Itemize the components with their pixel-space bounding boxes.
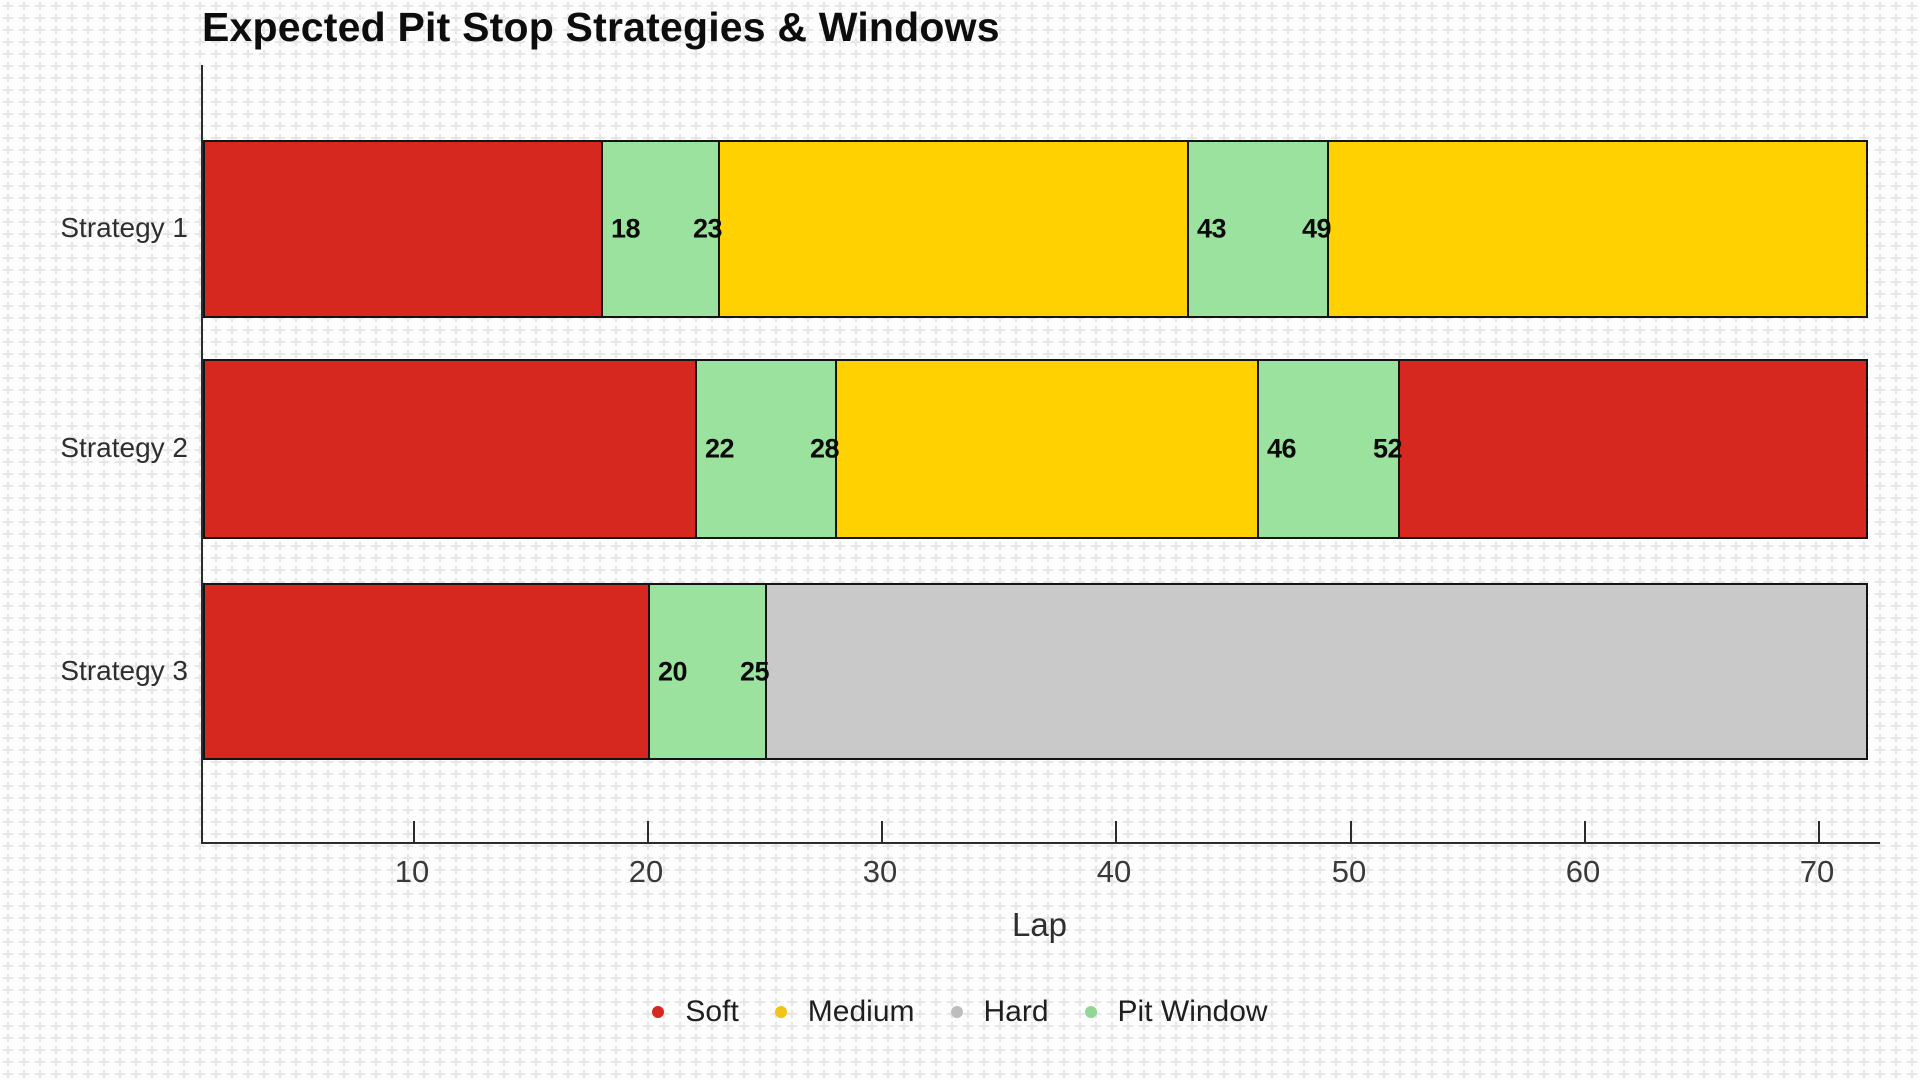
legend-label: Pit Window: [1117, 995, 1268, 1028]
bar-segment-pit-window: [1187, 140, 1329, 318]
pit-window-end-label: 52: [1372, 433, 1403, 464]
strategy-bar-row: 18 23 43 49: [203, 140, 1880, 318]
bar-segment-soft: [203, 583, 650, 760]
legend-dot-icon: [950, 1006, 963, 1018]
bar-segment-soft: [1398, 359, 1868, 539]
chart-title: Expected Pit Stop Strategies & Windows: [202, 4, 1000, 50]
x-tick-mark: [1584, 821, 1586, 842]
pit-window-start-label: 18: [611, 213, 641, 244]
y-axis-label: Strategy 2: [60, 432, 188, 463]
bar-segment-soft: [203, 359, 697, 539]
x-tick-label: 10: [394, 854, 430, 889]
bar-segment-pit-window: [695, 359, 837, 539]
x-tick-label: 40: [1096, 854, 1132, 889]
x-tick-mark: [413, 821, 415, 842]
pit-window-end-label: 28: [809, 433, 840, 464]
x-tick-mark: [647, 821, 649, 842]
x-axis-title: Lap: [1011, 906, 1068, 943]
pit-window-end-label: 25: [739, 656, 770, 686]
x-tick-mark: [1115, 821, 1117, 842]
legend-item-hard: Hard: [950, 995, 1049, 1029]
pit-window-start-label: 43: [1197, 213, 1227, 244]
bar-segment-medium: [718, 140, 1189, 318]
legend-label: Soft: [685, 995, 739, 1028]
legend-label: Medium: [807, 995, 915, 1028]
x-tick-label: 30: [862, 854, 898, 889]
x-tick-mark: [1350, 821, 1352, 842]
pit-window-start-label: 22: [705, 433, 735, 464]
legend-dot-icon: [1084, 1006, 1097, 1018]
legend-label: Hard: [983, 995, 1049, 1028]
legend: Soft Medium Hard Pit Window: [0, 990, 1920, 1034]
legend-item-pit-window: Pit Window: [1084, 995, 1268, 1029]
legend-item-medium: Medium: [774, 995, 915, 1029]
pit-window-start-label: 20: [658, 656, 688, 686]
x-tick-mark: [1818, 821, 1820, 842]
bar-segment-medium: [835, 359, 1259, 539]
x-tick-label: 20: [628, 854, 664, 889]
x-tick-mark: [881, 821, 883, 842]
pit-window-end-label: 49: [1301, 213, 1332, 244]
bar-segment-hard: [765, 583, 1868, 760]
legend-item-soft: Soft: [652, 995, 739, 1029]
plot-area: 18 23 43 49 22 28 46 52 20 25: [201, 65, 1880, 844]
bar-segment-pit-window: [601, 140, 720, 318]
legend-dot-icon: [774, 1006, 787, 1018]
x-tick-label: 50: [1331, 854, 1367, 889]
pit-window-start-label: 46: [1267, 433, 1297, 464]
bar-segment-medium: [1327, 140, 1868, 318]
legend-dot-icon: [652, 1006, 665, 1018]
bar-segment-pit-window: [648, 583, 767, 760]
pit-window-end-label: 23: [692, 213, 723, 244]
x-tick-label: 70: [1799, 854, 1835, 889]
strategy-bar-row: 22 28 46 52: [203, 359, 1880, 539]
y-axis-label: Strategy 3: [60, 654, 188, 686]
bar-segment-soft: [203, 140, 603, 318]
y-axis-label: Strategy 1: [60, 212, 188, 243]
x-tick-label: 60: [1565, 854, 1601, 889]
strategy-bar-row: 20 25: [203, 583, 1880, 760]
